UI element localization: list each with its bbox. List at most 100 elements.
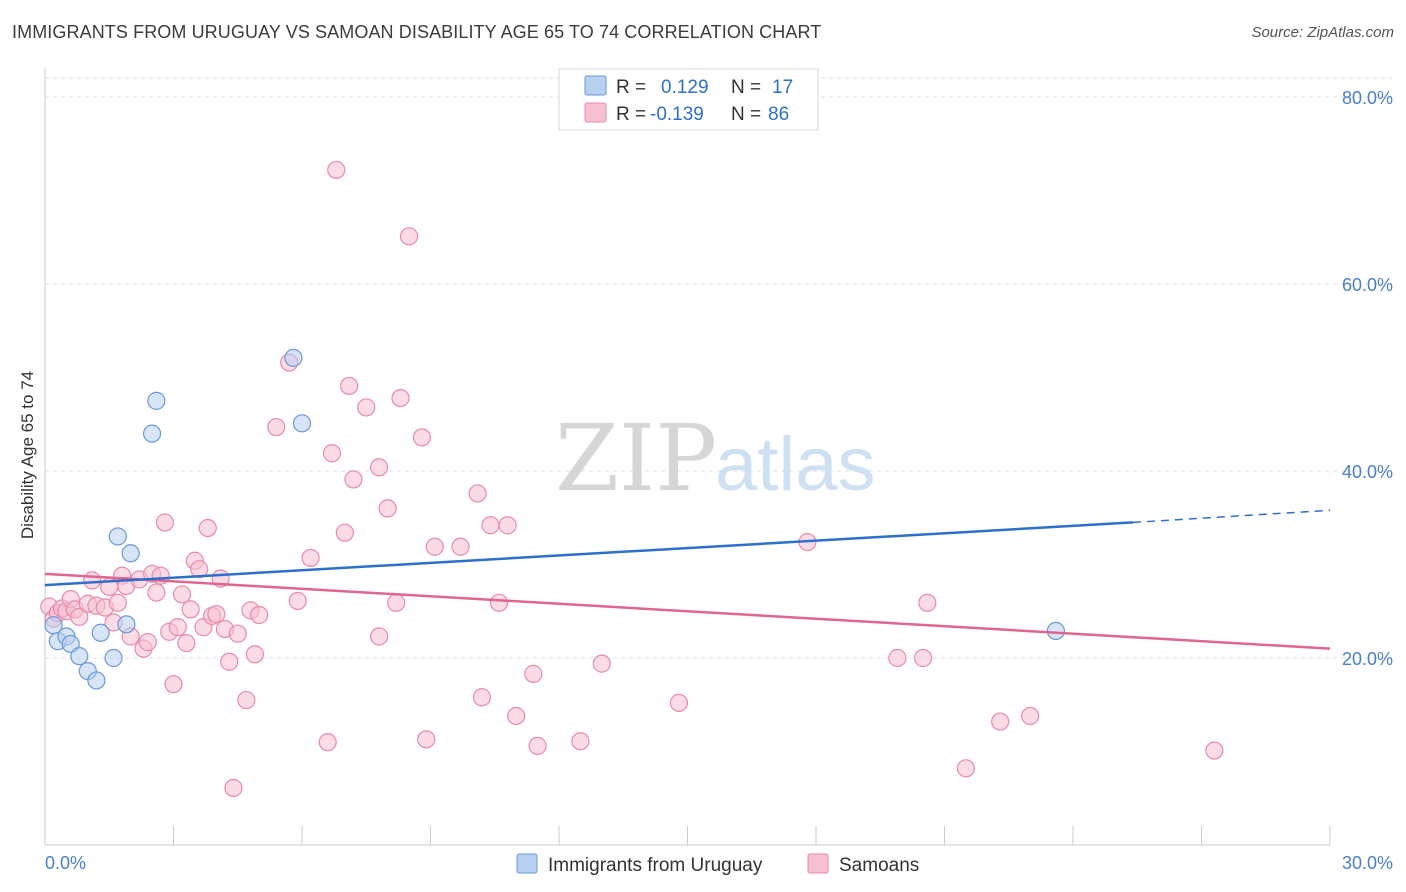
y-axis-label: Disability Age 65 to 74	[18, 371, 37, 539]
series-uruguay	[44, 348, 1065, 690]
data-point-samoan	[288, 591, 307, 611]
data-point-samoan	[357, 398, 376, 417]
data-point-samoan	[489, 593, 509, 612]
data-point-samoan	[344, 470, 363, 489]
data-point-samoan	[991, 712, 1010, 731]
data-point-samoan	[83, 571, 102, 590]
data-point-samoan	[322, 444, 342, 463]
data-point-samoan	[417, 730, 436, 749]
legend-n-value-uruguay: 17	[772, 77, 793, 98]
data-point-samoan	[250, 605, 269, 625]
trendline-uruguay	[44, 521, 1134, 587]
x-tick-labels: 0.0% 30.0%	[45, 853, 1393, 873]
y-tick-label: 80.0%	[1342, 88, 1393, 108]
data-point-samoan	[168, 618, 187, 637]
data-point-samoan	[378, 499, 397, 518]
bottom-legend-label-samoan: Samoans	[839, 855, 919, 876]
series-legend: Immigrants from Uruguay Samoans	[516, 853, 919, 876]
x-tick-label: 30.0%	[1342, 853, 1393, 873]
data-point-samoan	[70, 607, 89, 626]
data-point-samoan	[451, 537, 470, 556]
data-point-samoan	[391, 388, 410, 408]
data-point-samoan	[301, 548, 320, 568]
watermark: ZIP atlas	[555, 405, 876, 512]
data-point-uruguay	[70, 647, 89, 666]
legend-swatch-uruguay	[584, 75, 607, 96]
data-point-uruguay	[1046, 621, 1065, 640]
data-point-samoan	[172, 585, 192, 604]
data-point-samoan	[412, 428, 432, 447]
bottom-legend-swatch-samoan	[807, 853, 829, 874]
chart-title: IMMIGRANTS FROM URUGUAY VS SAMOAN DISABI…	[12, 22, 822, 42]
chart-source: Source: ZipAtlas.com	[1251, 24, 1394, 41]
data-point-samoan	[207, 604, 226, 624]
data-point-uruguay	[87, 671, 106, 690]
data-point-samoan	[370, 458, 389, 477]
y-tick-label: 20.0%	[1342, 649, 1393, 669]
data-point-samoan	[387, 593, 406, 612]
data-point-samoan	[472, 688, 491, 707]
data-point-samoan	[340, 376, 359, 396]
data-point-samoan	[913, 648, 933, 668]
data-point-samoan	[498, 516, 517, 535]
data-point-samoan	[1021, 706, 1040, 726]
trendlines	[44, 509, 1331, 650]
data-point-uruguay	[121, 544, 140, 563]
y-tick-labels: 20.0% 40.0% 60.0% 80.0%	[1342, 88, 1393, 669]
data-point-samoan	[571, 732, 590, 751]
trendline-samoan	[44, 572, 1331, 650]
legend-r-value-uruguay: 0.129	[661, 77, 709, 98]
y-tick-label: 60.0%	[1342, 275, 1393, 295]
data-point-samoan	[147, 583, 166, 602]
data-point-samoan	[370, 627, 389, 646]
data-point-uruguay	[91, 623, 110, 642]
data-point-samoan	[528, 736, 547, 755]
legend-r-label-uruguay: R =	[616, 77, 646, 98]
bottom-legend-label-uruguay: Immigrants from Uruguay	[548, 855, 763, 876]
trendline-uruguay-extrapolated	[1132, 509, 1331, 524]
data-point-samoan	[507, 706, 526, 726]
data-point-uruguay	[147, 391, 166, 410]
data-point-samoan	[468, 484, 487, 503]
bottom-legend-swatch-uruguay	[516, 853, 538, 874]
data-point-samoan	[956, 759, 976, 778]
data-point-uruguay	[292, 414, 312, 433]
data-point-samoan	[138, 633, 157, 652]
data-point-samoan	[177, 633, 196, 653]
watermark-zip: ZIP	[555, 405, 717, 512]
data-point-samoan	[108, 593, 127, 612]
data-point-samoan	[237, 690, 256, 710]
series-samoans	[40, 160, 1224, 798]
data-point-samoan	[327, 160, 346, 180]
data-point-samoan	[228, 624, 247, 643]
legend-r-label-samoan: R =	[616, 104, 646, 125]
axes	[44, 68, 1331, 846]
x-tick-label: 0.0%	[45, 853, 86, 873]
data-point-samoan	[335, 523, 354, 542]
legend-r-value-samoan: -0.139	[650, 104, 704, 125]
data-point-uruguay	[284, 348, 303, 367]
data-point-samoan	[198, 518, 217, 538]
data-point-samoan	[224, 778, 243, 798]
legend-swatch-samoan	[584, 102, 607, 123]
data-point-samoan	[888, 648, 907, 668]
data-point-samoan	[481, 516, 500, 535]
data-point-samoan	[155, 513, 175, 532]
stats-legend: R = 0.129 N = 17 R = -0.139 N = 86	[558, 68, 819, 131]
data-point-samoan	[245, 645, 264, 664]
data-point-samoan	[181, 600, 200, 619]
data-point-uruguay	[117, 615, 136, 634]
data-point-samoan	[524, 664, 543, 683]
data-point-samoan	[318, 733, 337, 752]
data-point-uruguay	[108, 527, 127, 546]
data-point-samoan	[425, 537, 444, 556]
data-point-samoan	[190, 560, 209, 579]
data-point-samoan	[399, 227, 419, 246]
legend-n-value-samoan: 86	[768, 104, 789, 125]
legend-n-label-uruguay: N =	[731, 77, 761, 98]
gridlines	[45, 77, 1392, 659]
data-point-uruguay	[142, 424, 162, 443]
data-point-samoan	[164, 675, 183, 694]
data-point-samoan	[267, 417, 286, 437]
